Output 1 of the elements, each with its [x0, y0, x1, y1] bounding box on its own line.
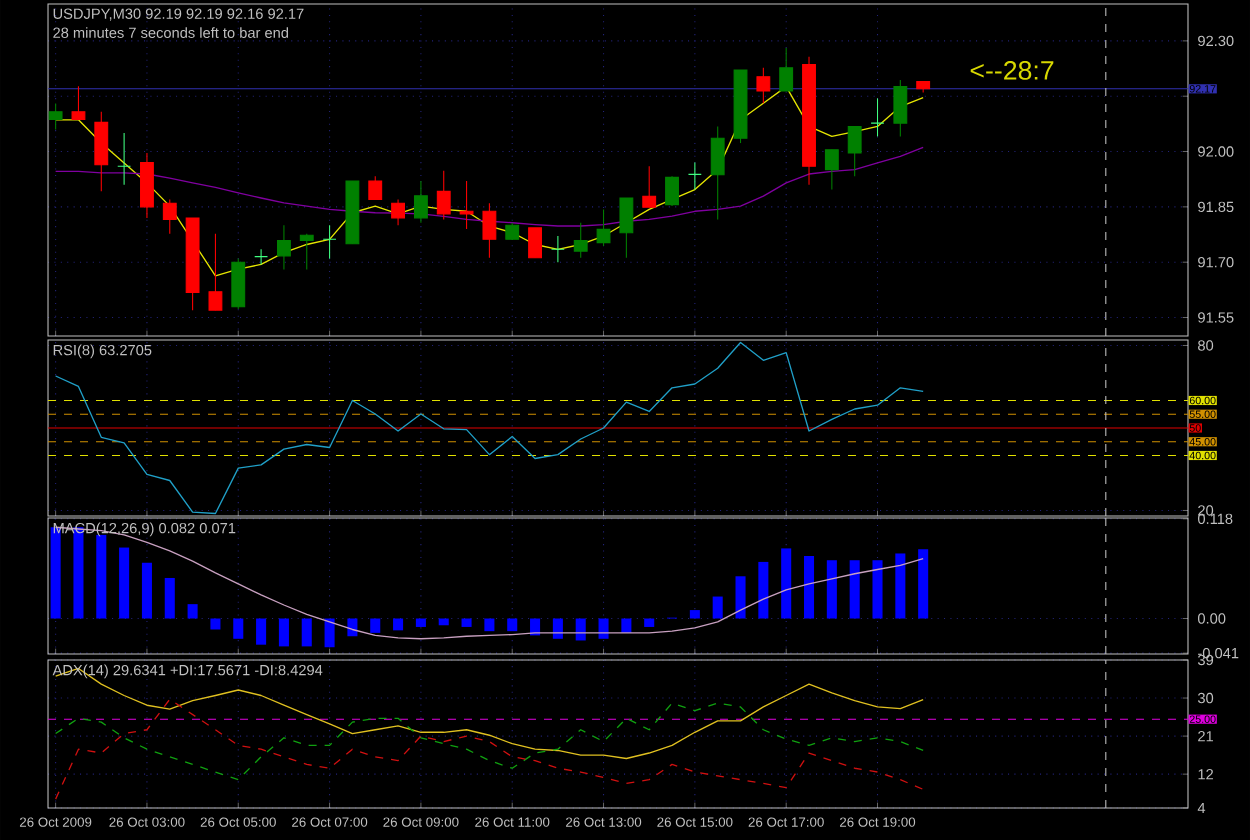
annotation: <--28:7	[970, 60, 1054, 80]
